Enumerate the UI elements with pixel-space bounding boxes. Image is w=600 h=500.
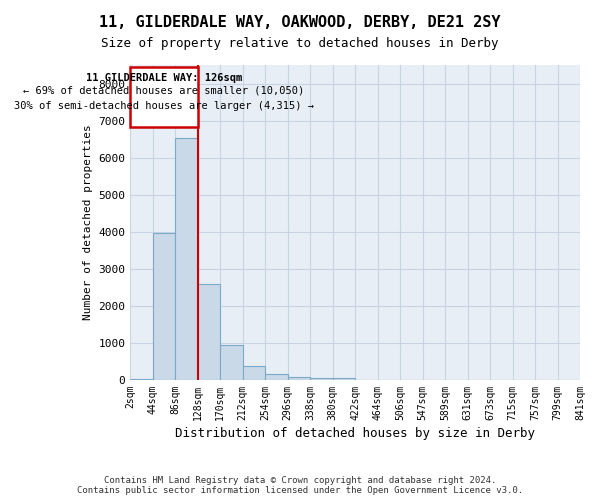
Text: Size of property relative to detached houses in Derby: Size of property relative to detached ho… — [101, 38, 499, 51]
Text: ← 69% of detached houses are smaller (10,050): ← 69% of detached houses are smaller (10… — [23, 85, 304, 95]
Text: 30% of semi-detached houses are larger (4,315) →: 30% of semi-detached houses are larger (… — [14, 100, 314, 110]
Bar — [130, 379, 152, 380]
Bar — [265, 374, 287, 380]
Bar — [220, 345, 242, 380]
Y-axis label: Number of detached properties: Number of detached properties — [83, 124, 93, 320]
Text: 11, GILDERDALE WAY, OAKWOOD, DERBY, DE21 2SY: 11, GILDERDALE WAY, OAKWOOD, DERBY, DE21… — [99, 15, 501, 30]
Bar — [197, 284, 220, 380]
Bar — [287, 376, 310, 380]
X-axis label: Distribution of detached houses by size in Derby: Distribution of detached houses by size … — [175, 427, 535, 440]
Text: 11 GILDERDALE WAY: 126sqm: 11 GILDERDALE WAY: 126sqm — [86, 73, 242, 83]
FancyBboxPatch shape — [130, 67, 197, 127]
Bar — [175, 138, 197, 380]
Bar — [310, 378, 332, 380]
Bar — [242, 366, 265, 380]
Bar — [332, 378, 355, 380]
Bar — [152, 233, 175, 380]
Text: Contains HM Land Registry data © Crown copyright and database right 2024.
Contai: Contains HM Land Registry data © Crown c… — [77, 476, 523, 495]
